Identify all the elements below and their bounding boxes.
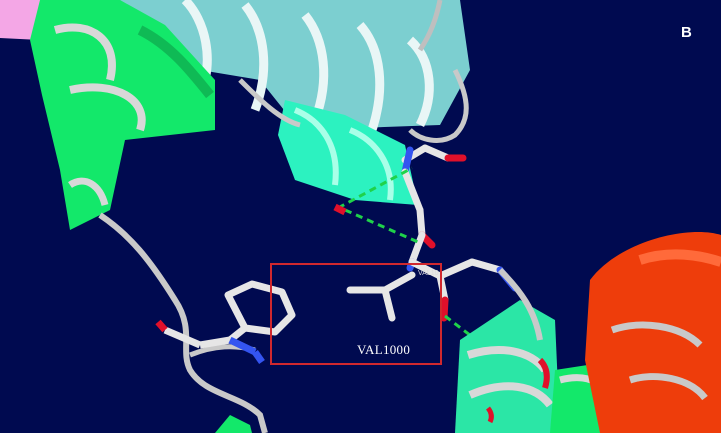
helix-green-left <box>30 0 215 230</box>
helix-teal-bottom <box>455 267 560 433</box>
residue-small-label: VAL10 <box>418 270 439 277</box>
helix-cyan <box>120 0 470 143</box>
oxygen-atom <box>333 203 347 216</box>
residue-label: VAL1000 <box>357 342 411 357</box>
panel-label: B <box>681 24 692 41</box>
helix-green-bottom <box>215 415 252 433</box>
highlight-box <box>270 263 442 365</box>
side-chain-ring <box>155 280 296 365</box>
helix-teal <box>238 78 418 205</box>
helix-red <box>585 232 721 433</box>
